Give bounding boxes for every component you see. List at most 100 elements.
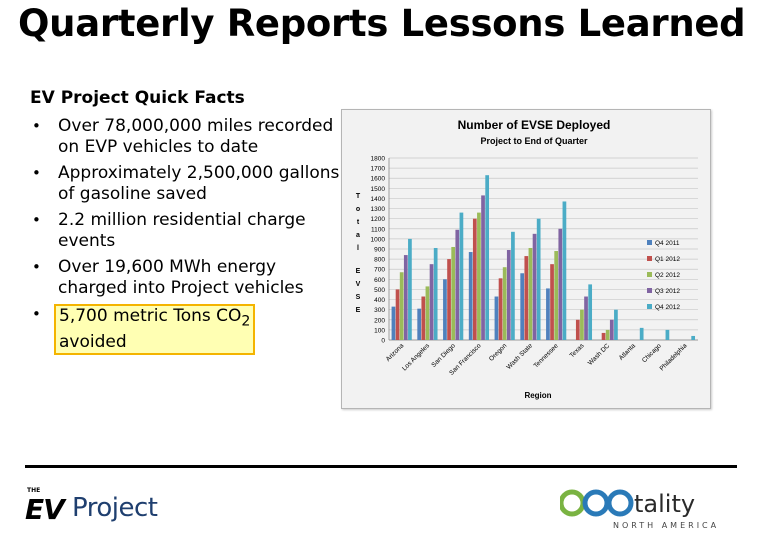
y-tick-label: 1000 [371,236,386,243]
fact-item: • Over 19,600 MWh energy charged into Pro… [30,257,340,299]
legend-label: Q4 2011 [655,240,680,247]
y-tick-label: 0 [381,338,385,345]
x-tick-label: Oregon [488,342,509,363]
y-tick-label: 400 [374,297,385,304]
y-tick-label: 1800 [371,156,386,163]
y-axis-label-letter: V [356,281,361,288]
y-tick-label: 500 [374,287,385,294]
bar [455,229,460,340]
bar [536,218,541,340]
bar [614,309,618,340]
bullet-icon: • [32,305,41,323]
bar [429,264,434,340]
bar [391,306,396,340]
y-tick-label: 200 [374,317,385,324]
y-axis-label-letter: o [356,206,360,213]
y-tick-labels: 0 100 200 300 400 500 600 700 800 900 1000 1100 1200… [371,156,386,345]
footer-divider [25,465,737,468]
fact-item: • 2.2 million residential charge events [30,210,340,252]
co2-subscript: 2 [241,313,251,330]
legend-label: Q2 2012 [655,272,680,279]
chart-subtitle: Project to End of Quarter [480,136,588,146]
highlighted-fact-text: 5,700 metric Tons CO2 avoided [54,304,256,356]
y-axis-label-letter: a [356,232,360,239]
x-tick-label: Wash DC [587,342,612,367]
legend-swatch [647,304,652,309]
y-axis-label-letter: S [356,294,361,301]
x-tick-label: San Diego [430,342,457,369]
x-tick-label: Atlanta [618,342,638,362]
x-axis-label: Region [524,391,551,400]
y-tick-label: 700 [374,267,385,274]
chart-gridlines [388,157,698,341]
bar [494,296,499,340]
bar [554,251,559,340]
chart-svg: Number of EVSE Deployed Project to End o… [356,118,698,400]
bar [443,279,447,340]
bar [609,319,614,340]
chart-title: Number of EVSE Deployed [458,118,611,132]
bar [511,231,515,340]
slide-title: Quarterly Reports Lessons Learned [18,2,746,45]
bar [399,272,404,340]
y-tick-label: 1600 [371,176,386,183]
y-tick-label: 1500 [371,186,386,193]
y-axis-label-letter: E [356,307,361,314]
y-tick-label: 300 [374,307,385,314]
bar [481,195,485,340]
bar [639,327,644,340]
bar [528,247,533,340]
bar [403,255,408,340]
y-tick-label: 1300 [371,206,386,213]
bullet-icon: • [32,117,41,135]
bar [433,247,438,340]
bar [421,296,426,340]
bar [601,332,606,340]
y-tick-label: 100 [374,327,385,334]
facts-list: • Over 78,000,000 miles recorded on EVP v… [30,116,340,360]
bar [485,175,490,340]
bar [562,201,567,340]
bar [395,289,400,340]
y-tick-label: 800 [374,257,385,264]
evse-chart: Number of EVSE Deployed Project to End o… [341,109,711,409]
bar [532,233,537,340]
bar [691,335,696,340]
logo-tality-text: tality [634,490,695,518]
bar [524,256,529,340]
bar [447,259,451,340]
bullet-icon: • [32,211,41,229]
fact-item: • Approximately 2,500,000 gallons of gaso… [30,163,340,205]
bar [498,278,503,340]
bar [468,252,473,340]
chart-legend: Q4 2011 Q1 2012 Q2 2012 Q3 2012 Q4 2012 [647,240,680,311]
bar [502,267,507,340]
y-tick-label: 1400 [371,196,386,203]
y-axis-label-letter: t [357,219,360,226]
fact-text: Over 19,600 MWh energy charged into Proj… [58,257,304,298]
facts-heading: EV Project Quick Facts [30,88,245,108]
x-tick-label: Los Angeles [401,342,432,373]
bar [575,319,580,340]
y-tick-label: 600 [374,277,385,284]
ecotality-mark: tality [558,489,695,518]
y-tick-label: 900 [374,247,385,254]
bar [477,212,481,340]
bar [546,288,550,340]
logo-project-text: Project [72,493,158,523]
bullet-icon: • [32,258,41,276]
bar [408,238,412,340]
legend-label: Q3 2012 [655,288,680,295]
bar [580,309,584,340]
fact-text: Over 78,000,000 miles recorded on EVP ve… [58,116,334,157]
legend-swatch [647,256,652,261]
legend-label: Q1 2012 [655,256,680,263]
bar [451,246,456,340]
x-tick-label: Philadelphia [659,342,689,372]
fact-text: 2.2 million residential charge events [58,210,306,251]
y-tick-label: 1700 [371,166,386,173]
bar [558,228,563,340]
bar [588,284,593,340]
